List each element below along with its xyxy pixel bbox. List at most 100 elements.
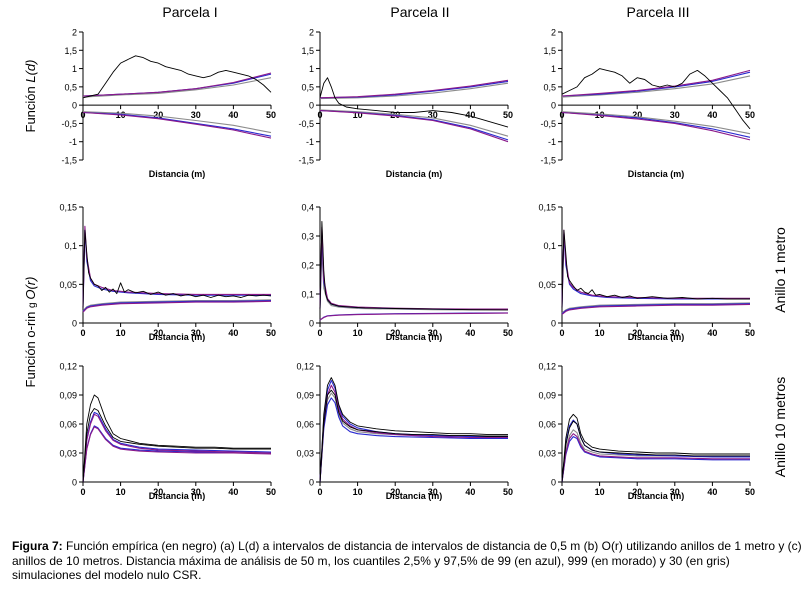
x-tick-label: 40 [228, 328, 238, 338]
y-tick-label: 0 [309, 101, 314, 111]
chart-panels: -1,5-1-0,500,511,520 10 20 30 40 50Distancia … [59, 28, 755, 502]
y-tick-label: 0,03 [538, 449, 556, 459]
x-tick-label: 0 [80, 110, 85, 120]
y-tick-label: -0,5 [61, 119, 77, 129]
x-tick-label: 20 [632, 487, 642, 497]
y-tick-label: 0,06 [59, 420, 77, 430]
chart-panel-r3-c3: 0 0,03 0,06 0,09 0,12 0 10 20 30 40 50 Distancia (m… [538, 362, 755, 502]
series-line-q999 [319, 384, 508, 483]
x-tick-label: 30 [670, 110, 680, 120]
x-tick-label: 10 [353, 487, 363, 497]
x-tick-label: 0 [80, 487, 85, 497]
x-axis-label: Distancia (m) [386, 169, 443, 179]
x-tick-label: 40 [465, 487, 475, 497]
y-tick-label: 0,03 [59, 449, 77, 459]
x-tick-label: 30 [670, 487, 680, 497]
row-label-anillo-1: Anillo 1 metro [772, 227, 788, 313]
y-tick-label: 1 [72, 64, 77, 74]
y-tick-label: -1 [548, 137, 556, 147]
x-tick-label: 50 [503, 110, 513, 120]
y-tick-label: 0 [551, 319, 556, 329]
series-line-q99 [319, 235, 508, 310]
series-line-q30 [319, 249, 508, 311]
x-tick-label: 30 [191, 487, 201, 497]
series-line-q99 [82, 300, 272, 312]
series-line-q99 [319, 379, 508, 483]
x-tick-label: 0 [317, 328, 322, 338]
series-line-empirical [561, 68, 751, 130]
y-tick-label: 0 [72, 319, 77, 329]
y-tick-label: 1,5 [543, 46, 556, 56]
y-tick-label: -1,5 [298, 156, 314, 166]
series-line-q30 [82, 111, 272, 134]
series-line-empirical [82, 55, 272, 99]
y-tick-label: 0 [309, 319, 314, 329]
x-tick-label: 50 [745, 328, 755, 338]
row-label-ld-text: L(d) [23, 60, 38, 83]
x-tick-label: 0 [559, 110, 564, 120]
x-tick-label: 30 [191, 110, 201, 120]
series-line-empirical [319, 77, 509, 128]
x-tick-label: 0 [317, 487, 322, 497]
series-line-q999 [561, 111, 751, 141]
series-line-q30 [82, 77, 272, 98]
series-line-q30 [319, 109, 509, 137]
row-label-oring-text: Función o-rin [23, 308, 38, 387]
caption-label: Figura 7: [12, 539, 63, 553]
series-line-q999 [319, 110, 509, 143]
row-labels: Función L(d) Función o-rin g O(r) Anillo 1… [23, 60, 788, 478]
row-label-or-text: O(r) [23, 277, 38, 300]
y-tick-label: 0,12 [59, 362, 77, 372]
y-tick-label: 0,12 [538, 362, 556, 372]
caption-text: Función empírica (en negro) (a) L(d) a i… [12, 539, 802, 582]
y-tick-label: 0,1 [64, 241, 77, 251]
series-line-q999 [319, 79, 509, 99]
series-line-q99 [82, 111, 272, 137]
series-line-q999 [319, 312, 509, 321]
series-line-empirical [82, 408, 271, 483]
x-tick-label: 20 [153, 110, 163, 120]
y-tick-label: 0,15 [538, 203, 556, 213]
column-title-1: Parcela I [162, 4, 217, 20]
x-tick-label: 40 [228, 487, 238, 497]
y-tick-label: 0,09 [59, 391, 77, 401]
y-tick-label: 0,09 [296, 391, 314, 401]
column-titles: Parcela I Parcela II Parcela III [162, 4, 689, 20]
x-tick-label: 10 [116, 328, 126, 338]
x-tick-label: 20 [632, 328, 642, 338]
x-tick-label: 0 [317, 110, 322, 120]
series-line-q99 [561, 436, 750, 483]
x-tick-label: 30 [428, 110, 438, 120]
series-line-q999 [319, 226, 508, 310]
row-label-g-text: g [27, 300, 38, 308]
x-tick-label: 50 [266, 328, 276, 338]
row-label-function-text: Función [23, 83, 38, 133]
y-tick-label: 0 [72, 478, 77, 488]
chart-panel-r2-c1: 0 0,05 0,1 0,15 0 10 20 30 40 50 Distancia (m) [59, 203, 276, 343]
x-tick-label: 10 [353, 328, 363, 338]
y-tick-label: 1,5 [301, 46, 314, 56]
series-line-q30 [82, 299, 272, 311]
y-tick-label: 0 [72, 101, 77, 111]
y-tick-label: 1,5 [64, 46, 77, 56]
series-line-q999 [82, 72, 272, 97]
x-tick-label: 0 [559, 328, 564, 338]
series-line-empirical [82, 229, 272, 308]
y-tick-label: 0,06 [538, 420, 556, 430]
y-tick-label: -1 [69, 137, 77, 147]
x-tick-label: 30 [191, 328, 201, 338]
x-tick-label: 40 [707, 487, 717, 497]
chart-panel-r2-c3: 0 0,05 0,1 0,15 0 10 20 30 40 50 Distancia (m) [538, 203, 755, 343]
series-line-empirical [561, 413, 750, 483]
y-tick-label: 0,15 [59, 203, 77, 213]
x-tick-label: 20 [390, 487, 400, 497]
y-tick-label: 0,05 [59, 280, 77, 290]
y-tick-label: 0,1 [301, 290, 314, 300]
column-title-3: Parcela III [626, 4, 689, 20]
y-tick-label: -1 [306, 137, 314, 147]
x-tick-label: 50 [503, 487, 513, 497]
x-tick-label: 40 [465, 110, 475, 120]
x-tick-label: 10 [353, 110, 363, 120]
y-tick-label: 0,2 [301, 261, 314, 271]
x-axis-label: Distancia (m) [628, 169, 685, 179]
